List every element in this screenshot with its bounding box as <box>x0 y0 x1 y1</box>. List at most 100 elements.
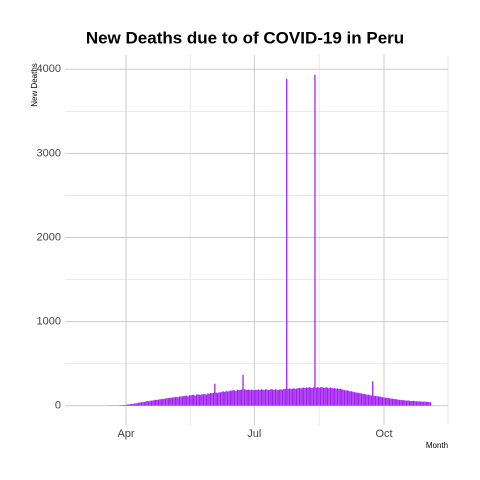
bar <box>224 392 226 406</box>
bar <box>397 399 399 406</box>
bar <box>184 395 186 406</box>
bar <box>315 387 317 406</box>
bar <box>155 399 157 406</box>
bar <box>177 397 179 406</box>
bar <box>139 402 141 406</box>
bar <box>394 399 396 406</box>
bar <box>297 388 299 406</box>
bar <box>221 391 223 406</box>
bar <box>352 391 354 406</box>
bar <box>290 389 292 406</box>
x-tick-label: Apr <box>117 428 134 440</box>
bar <box>326 387 329 406</box>
bar <box>369 395 371 406</box>
bar <box>389 398 391 406</box>
bar <box>239 389 241 406</box>
bar <box>249 390 251 406</box>
bar <box>215 392 217 406</box>
bar <box>186 395 188 406</box>
bar <box>194 395 196 406</box>
bar <box>219 392 222 406</box>
bar <box>356 392 358 406</box>
bar <box>255 389 257 406</box>
bar <box>143 402 145 406</box>
bar <box>260 389 262 406</box>
bar <box>126 404 129 406</box>
bar <box>235 390 237 406</box>
bar <box>336 388 339 406</box>
bar <box>425 401 427 406</box>
bar <box>331 387 333 406</box>
bar <box>428 402 430 406</box>
bar <box>332 388 334 406</box>
bar <box>349 391 351 406</box>
bar <box>212 392 215 406</box>
bar <box>301 387 303 406</box>
bar <box>317 387 319 406</box>
bar <box>405 400 408 406</box>
bar <box>166 398 168 406</box>
bar <box>121 405 123 406</box>
bar <box>284 388 286 406</box>
bar <box>266 389 268 406</box>
bar <box>183 395 185 406</box>
bar <box>225 390 227 406</box>
bar <box>135 403 137 406</box>
y-tick-label: 1000 <box>37 315 61 327</box>
bar <box>178 396 181 406</box>
bar <box>123 404 126 406</box>
y-tick-label: 2000 <box>37 231 61 243</box>
bar <box>248 389 250 406</box>
bar <box>318 387 320 406</box>
bar <box>387 398 389 406</box>
bar <box>341 389 343 406</box>
bar <box>404 400 406 406</box>
bar <box>267 390 270 406</box>
bar <box>274 389 277 406</box>
bar <box>308 387 310 406</box>
bar <box>379 396 381 406</box>
bar <box>384 397 387 406</box>
bar <box>262 389 264 406</box>
bar <box>164 398 167 406</box>
bar <box>277 390 279 406</box>
bar <box>424 401 426 406</box>
bar <box>157 399 160 406</box>
bar <box>211 393 213 406</box>
bar <box>338 389 340 406</box>
bar <box>400 399 402 406</box>
bar <box>140 402 143 406</box>
bar <box>370 395 372 406</box>
bar <box>195 394 198 406</box>
bar <box>279 389 281 406</box>
y-tick-label: 3000 <box>37 147 61 159</box>
bar <box>238 390 240 406</box>
bar <box>365 394 367 406</box>
y-tick-label: 4000 <box>37 63 61 75</box>
bar <box>294 388 296 406</box>
bar <box>264 389 267 406</box>
bar <box>202 394 205 406</box>
bar <box>286 78 288 406</box>
bar <box>339 388 341 406</box>
bar <box>152 400 154 406</box>
bar <box>363 393 365 406</box>
bar <box>243 389 246 406</box>
bar <box>359 393 361 406</box>
y-axis-label: New Deaths <box>30 63 39 107</box>
bar <box>256 389 258 406</box>
bar <box>222 391 224 406</box>
bar <box>287 388 289 406</box>
bar <box>174 397 177 406</box>
bar <box>146 401 148 406</box>
bar <box>304 388 306 406</box>
bar <box>133 403 136 406</box>
bar <box>191 394 193 406</box>
bar <box>205 394 208 406</box>
bar <box>380 396 382 406</box>
bar <box>295 388 298 406</box>
bar <box>343 390 346 406</box>
bar <box>125 404 127 406</box>
bar <box>411 401 413 406</box>
bar <box>147 401 150 406</box>
